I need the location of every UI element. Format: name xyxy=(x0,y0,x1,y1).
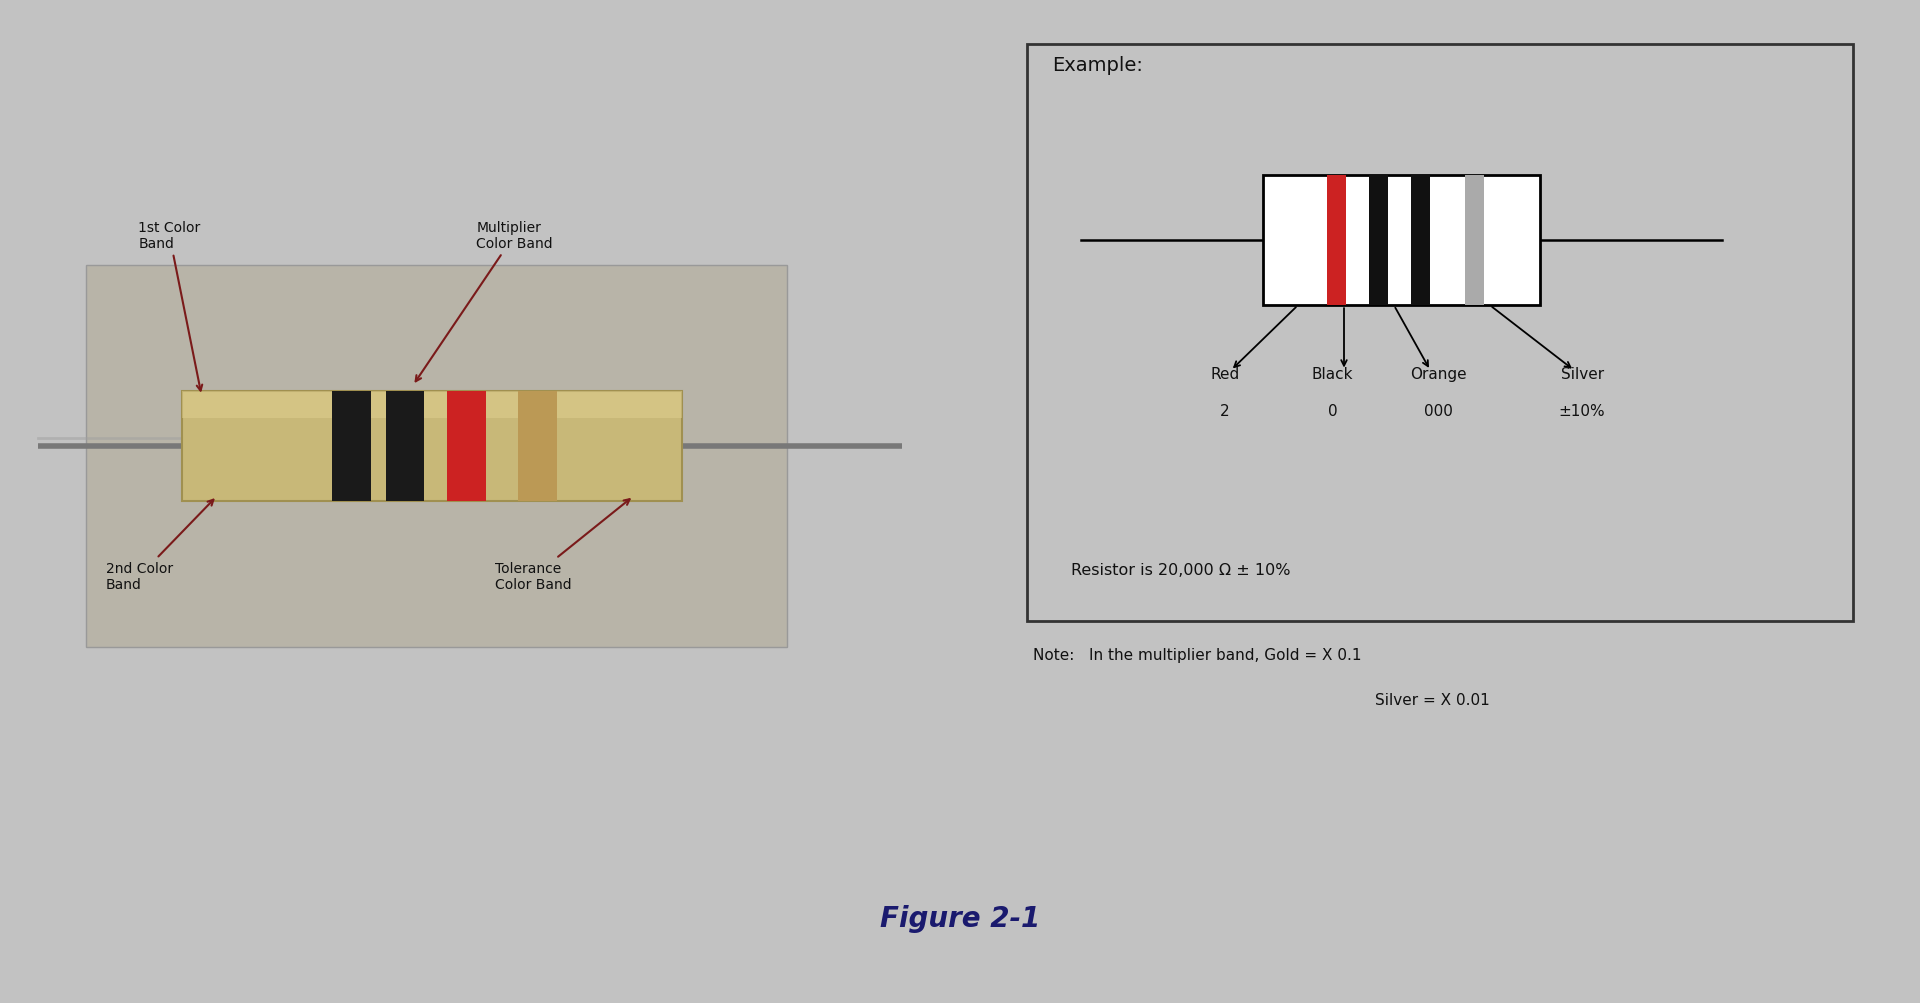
Text: Silver = X 0.01: Silver = X 0.01 xyxy=(1375,692,1490,707)
Bar xyxy=(1465,176,1484,306)
Text: Example:: Example: xyxy=(1052,56,1142,75)
Bar xyxy=(1027,45,1853,622)
Text: ±10%: ±10% xyxy=(1559,403,1605,418)
Text: 0: 0 xyxy=(1327,403,1338,418)
Bar xyxy=(182,391,682,502)
Bar xyxy=(1369,176,1388,306)
Text: Figure 2-1: Figure 2-1 xyxy=(879,904,1041,932)
Bar xyxy=(86,266,787,647)
Bar xyxy=(1327,176,1346,306)
Text: Tolerance
Color Band: Tolerance Color Band xyxy=(495,499,630,592)
Text: Red: Red xyxy=(1210,366,1240,381)
Text: 2nd Color
Band: 2nd Color Band xyxy=(106,500,213,592)
Bar xyxy=(182,391,682,418)
Bar xyxy=(447,391,486,502)
Text: Orange: Orange xyxy=(1409,366,1467,381)
Bar xyxy=(1411,176,1430,306)
Text: 000: 000 xyxy=(1423,403,1453,418)
Text: Black: Black xyxy=(1311,366,1354,381)
Text: Note:   In the multiplier band, Gold = X 0.1: Note: In the multiplier band, Gold = X 0… xyxy=(1033,647,1361,662)
Bar xyxy=(518,391,557,502)
Text: Resistor is 20,000 Ω ± 10%: Resistor is 20,000 Ω ± 10% xyxy=(1071,563,1290,577)
Bar xyxy=(332,391,371,502)
Bar xyxy=(386,391,424,502)
Bar xyxy=(1263,176,1540,306)
Text: Multiplier
Color Band: Multiplier Color Band xyxy=(415,221,553,382)
Text: 2: 2 xyxy=(1219,403,1231,418)
Text: 1st Color
Band: 1st Color Band xyxy=(138,221,202,391)
Text: Silver: Silver xyxy=(1561,366,1603,381)
